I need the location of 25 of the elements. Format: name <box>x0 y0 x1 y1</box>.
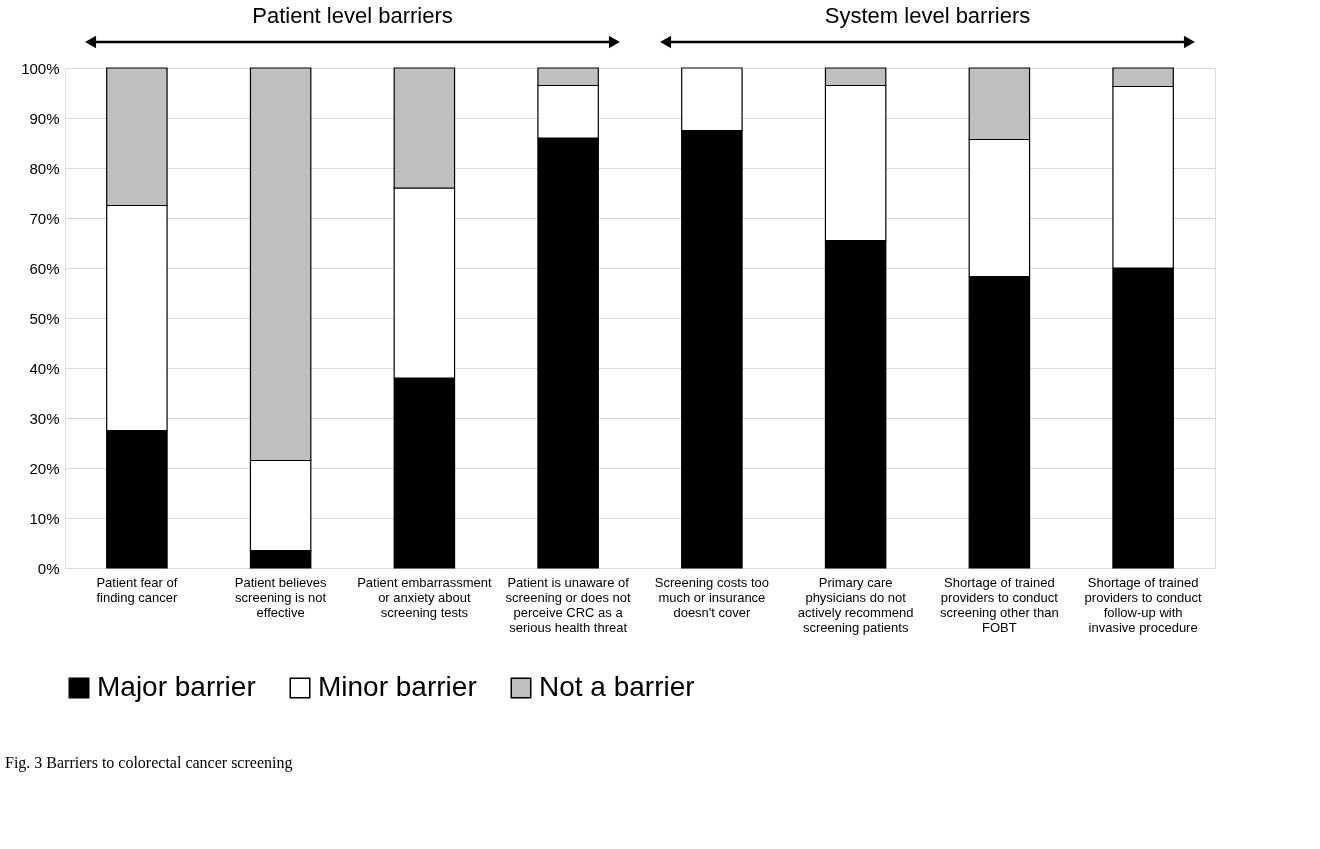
y-tick-label: 40% <box>29 359 60 377</box>
y-tick-label: 20% <box>29 459 60 477</box>
y-tick-label: 10% <box>29 509 60 527</box>
text: System level barriers <box>824 3 1031 28</box>
y-tick-label: 100% <box>21 59 60 77</box>
x-tick-label: Patient embarrassment or anxiety about screening tests <box>357 574 492 620</box>
y-tick-label: 80% <box>29 159 60 177</box>
text: Patient level barriers <box>252 3 453 28</box>
caption: Fig. 3 Barriers to colorectal cancer screening <box>5 754 293 772</box>
x-tick-label: Patient is unaware of screening or does not perceive CRC as a serious health threat <box>505 574 632 635</box>
y-tick-label: 90% <box>29 109 60 127</box>
y-tick-label: 50% <box>29 309 60 327</box>
x-tick-label: Primary care physicians do not actively recommend screening patients <box>797 574 914 635</box>
y-tick-label: 60% <box>29 259 60 277</box>
x-tick-label: Patient fear of finding cancer <box>96 574 179 605</box>
x-tick-label: Shortage of trained providers to conduct follow-up with invasive procedure <box>1084 574 1203 635</box>
legend-label: Minor barrier <box>318 671 477 702</box>
x-tick-label: Patient believes screening is not effective <box>234 574 328 620</box>
x-tick-label: Shortage of trained providers to conduct screening other than FOBT <box>940 574 1059 635</box>
x-tick-label: Screening costs too much or insurance doesn't cover <box>654 574 769 620</box>
y-tick-label: 70% <box>29 209 60 227</box>
y-tick-label: 30% <box>29 409 60 427</box>
legend-label: Not a barrier <box>539 671 695 702</box>
y-tick-label: 0% <box>37 559 60 577</box>
legend-label: Major barrier <box>97 671 256 702</box>
